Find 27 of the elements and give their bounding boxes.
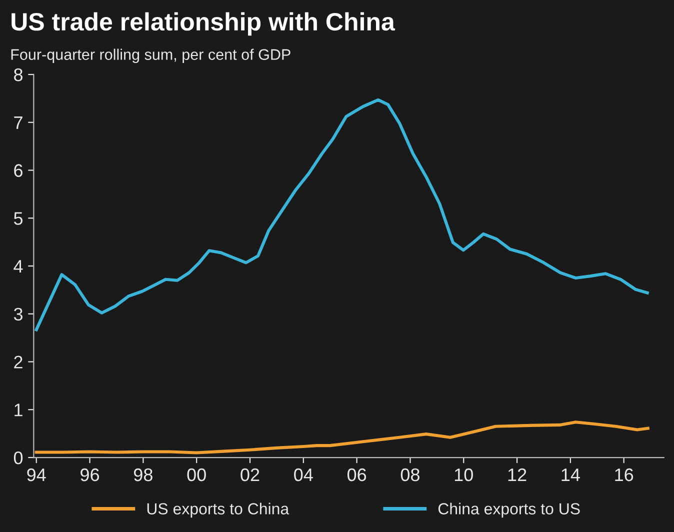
chart-subtitle: Four-quarter rolling sum, per cent of GDP <box>11 48 290 63</box>
y-tick-label: 5 <box>14 212 23 225</box>
x-tick-label: 14 <box>562 468 580 482</box>
y-tick-label: 1 <box>14 404 22 416</box>
y-tick-label: 0 <box>14 451 23 464</box>
chart-title: US trade relationship with China <box>12 12 396 36</box>
x-tick-label: 12 <box>508 468 526 482</box>
y-tick-label: 4 <box>14 260 23 273</box>
x-tick-label: 10 <box>454 468 473 482</box>
line-series <box>34 98 649 332</box>
y-tick-label: 2 <box>14 356 22 368</box>
y-tick-label: 3 <box>14 308 22 321</box>
x-tick-label: 96 <box>80 468 100 482</box>
x-tick-label: 94 <box>27 468 46 482</box>
legend-label: US exports to China <box>147 502 290 518</box>
x-tick-label: 00 <box>187 468 206 482</box>
x-tick-label: 06 <box>347 468 366 482</box>
x-tick-label: 98 <box>134 468 152 482</box>
x-tick-label: 08 <box>400 468 420 482</box>
y-tick-label: 7 <box>14 116 22 129</box>
y-tick-label: 8 <box>14 68 22 82</box>
x-tick-label: 04 <box>294 468 313 482</box>
y-tick-label: 6 <box>14 164 22 177</box>
x-tick-label: 16 <box>615 468 634 482</box>
x-tick-label: 02 <box>240 468 260 482</box>
legend-label: China exports to US <box>438 502 580 518</box>
line-series <box>34 420 650 454</box>
